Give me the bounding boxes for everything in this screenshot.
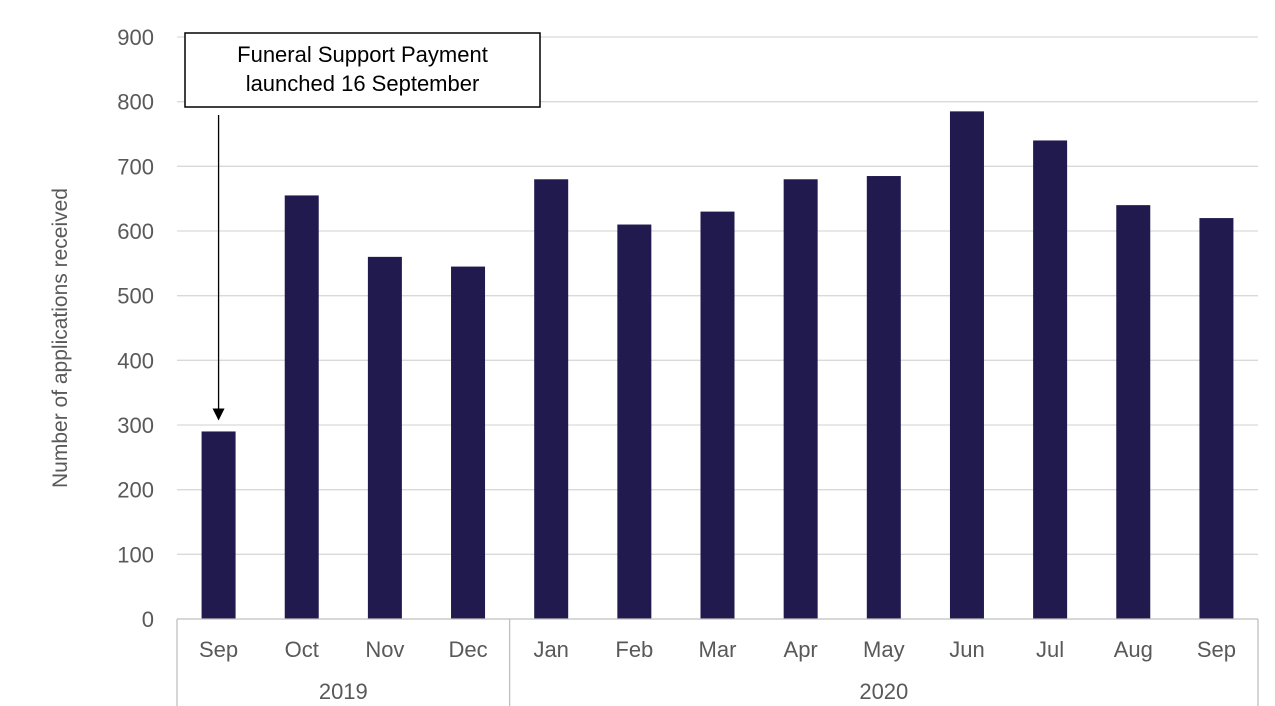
bar bbox=[451, 266, 486, 619]
x-group-label: 2019 bbox=[319, 679, 368, 704]
y-tick-label: 100 bbox=[117, 542, 154, 567]
x-tick-label: Feb bbox=[615, 637, 653, 662]
bar bbox=[1116, 205, 1151, 619]
x-tick-label: May bbox=[863, 637, 905, 662]
y-tick-label: 0 bbox=[142, 607, 154, 632]
y-axis: 0 100 200 300 400 500 600 700 800 900 bbox=[117, 25, 154, 632]
y-axis-title: Number of applications received bbox=[49, 188, 72, 488]
bar bbox=[367, 256, 402, 619]
annotation-text: launched 16 September bbox=[246, 71, 480, 96]
bars bbox=[201, 111, 1234, 620]
x-axis: Sep Oct Nov Dec Jan Feb Mar Apr May Jun Jul Aug Sep 2… bbox=[176, 618, 1259, 706]
annotation-arrow-head bbox=[212, 408, 225, 421]
y-tick-label: 600 bbox=[117, 219, 154, 244]
y-tick-label: 300 bbox=[117, 413, 154, 438]
x-tick-label: Jan bbox=[533, 637, 568, 662]
bar bbox=[1199, 218, 1234, 620]
bar bbox=[866, 176, 901, 620]
x-tick-label: Jul bbox=[1036, 637, 1064, 662]
y-tick-label: 800 bbox=[117, 90, 154, 115]
bar bbox=[284, 195, 319, 619]
x-tick-label: Jun bbox=[949, 637, 984, 662]
x-tick-label: Apr bbox=[784, 637, 818, 662]
bar bbox=[534, 179, 569, 619]
bar bbox=[617, 224, 652, 620]
bar bbox=[201, 431, 236, 619]
x-group-label: 2020 bbox=[859, 679, 908, 704]
annotation-box bbox=[184, 32, 541, 108]
annotation-text: Funeral Support Payment bbox=[237, 42, 488, 67]
x-tick-label: Nov bbox=[365, 637, 404, 662]
y-tick-label: 500 bbox=[117, 284, 154, 309]
bar bbox=[1033, 140, 1068, 619]
bar bbox=[783, 179, 818, 619]
y-tick-label: 400 bbox=[117, 348, 154, 373]
x-tick-label: Dec bbox=[448, 637, 487, 662]
x-tick-label: Mar bbox=[699, 637, 737, 662]
y-tick-label: 700 bbox=[117, 154, 154, 179]
x-tick-label: Sep bbox=[1197, 637, 1236, 662]
x-tick-label: Sep bbox=[199, 637, 238, 662]
annotation: Funeral Support Payment launched 16 Septe… bbox=[184, 32, 541, 421]
x-tick-label: Aug bbox=[1114, 637, 1153, 662]
bar bbox=[700, 211, 735, 619]
x-tick-label: Oct bbox=[285, 637, 319, 662]
y-tick-label: 900 bbox=[117, 25, 154, 50]
y-tick-label: 200 bbox=[117, 478, 154, 503]
bar bbox=[949, 111, 984, 619]
